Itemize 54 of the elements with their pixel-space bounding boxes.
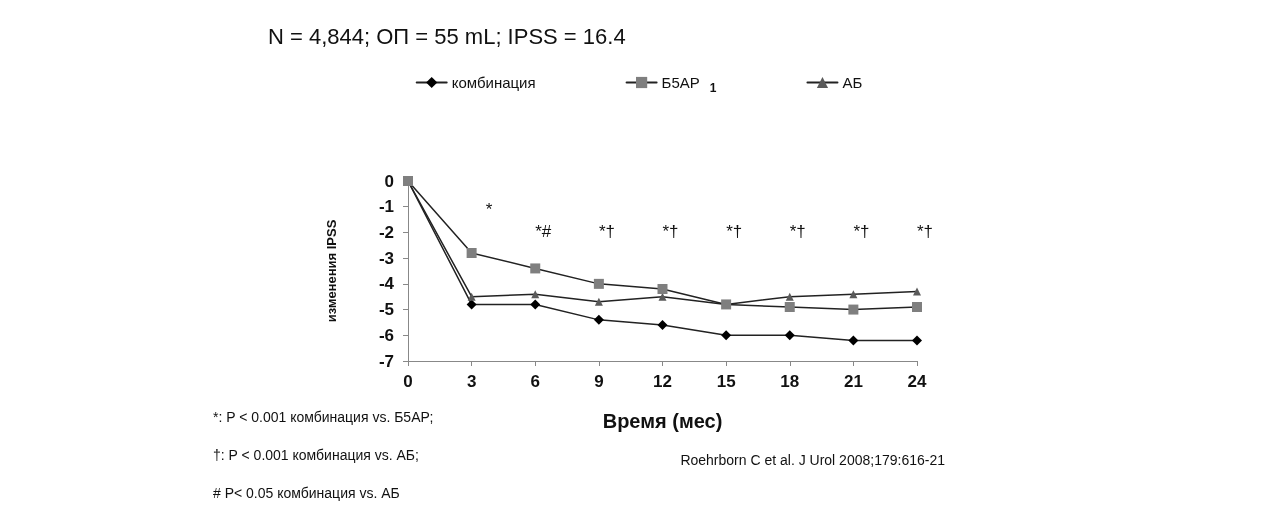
x-tick-label: 3 [466, 372, 477, 391]
x-tick-label: 18 [780, 372, 800, 391]
text: *: P < 0.001 комбинация vs. Б5АР; [213, 409, 434, 425]
point [785, 292, 794, 301]
x-tick-label: 6 [530, 372, 540, 391]
point [657, 320, 668, 330]
point [784, 330, 795, 341]
x-tick-label: 24 [907, 372, 927, 391]
text: †: P < 0.001 комбинация vs. АБ; [213, 447, 419, 463]
y-tick-label: -3 [378, 248, 394, 268]
annotation: *† [662, 221, 679, 241]
x-tick-label: 0 [403, 372, 413, 391]
point [657, 284, 668, 294]
point [593, 314, 604, 325]
y-axis-title: изменения IPSS [324, 219, 339, 323]
text: # P< 0.05 комбинация vs. АБ [213, 485, 400, 501]
point [913, 287, 921, 296]
point [467, 292, 476, 301]
annotation: *† [789, 221, 806, 241]
point [530, 299, 541, 310]
point [530, 263, 541, 274]
y-tick-label: -1 [378, 197, 394, 217]
point [848, 335, 859, 346]
point [594, 297, 603, 306]
y-tick-label: -5 [378, 300, 394, 320]
point [912, 335, 922, 346]
annotation: *† [726, 221, 743, 241]
legend-label: комбинация [451, 74, 536, 91]
annotation: *# [535, 221, 552, 241]
text: Roehrborn C et al. J Urol 2008;179:616-21 [680, 452, 946, 468]
y-tick-label: -2 [378, 222, 394, 242]
annotation: *† [853, 221, 870, 241]
legend-label: АБ [842, 74, 863, 91]
annotation: *† [917, 221, 934, 241]
y-tick-label: -7 [378, 351, 394, 371]
x-tick-label: 12 [653, 372, 672, 391]
point [593, 278, 604, 289]
point [784, 302, 795, 312]
point [721, 330, 732, 341]
point [466, 299, 477, 310]
point [849, 290, 858, 299]
x-axis-title: Время (мес) [602, 410, 723, 432]
x-tick-label: 9 [594, 372, 604, 391]
point [466, 248, 477, 258]
point [848, 304, 859, 315]
x-tick-label: 15 [716, 372, 736, 391]
x-tick-label: 21 [843, 372, 863, 391]
annotation: * [485, 199, 493, 219]
chart-title: N = 4,844; ОП = 55 mL; IPSS = 16.4 [268, 23, 626, 49]
y-tick-label: -6 [378, 325, 394, 345]
y-tick-label: -4 [378, 274, 395, 294]
y-tick-label: 0 [384, 171, 394, 191]
point [912, 302, 922, 312]
annotation: *† [598, 221, 615, 241]
